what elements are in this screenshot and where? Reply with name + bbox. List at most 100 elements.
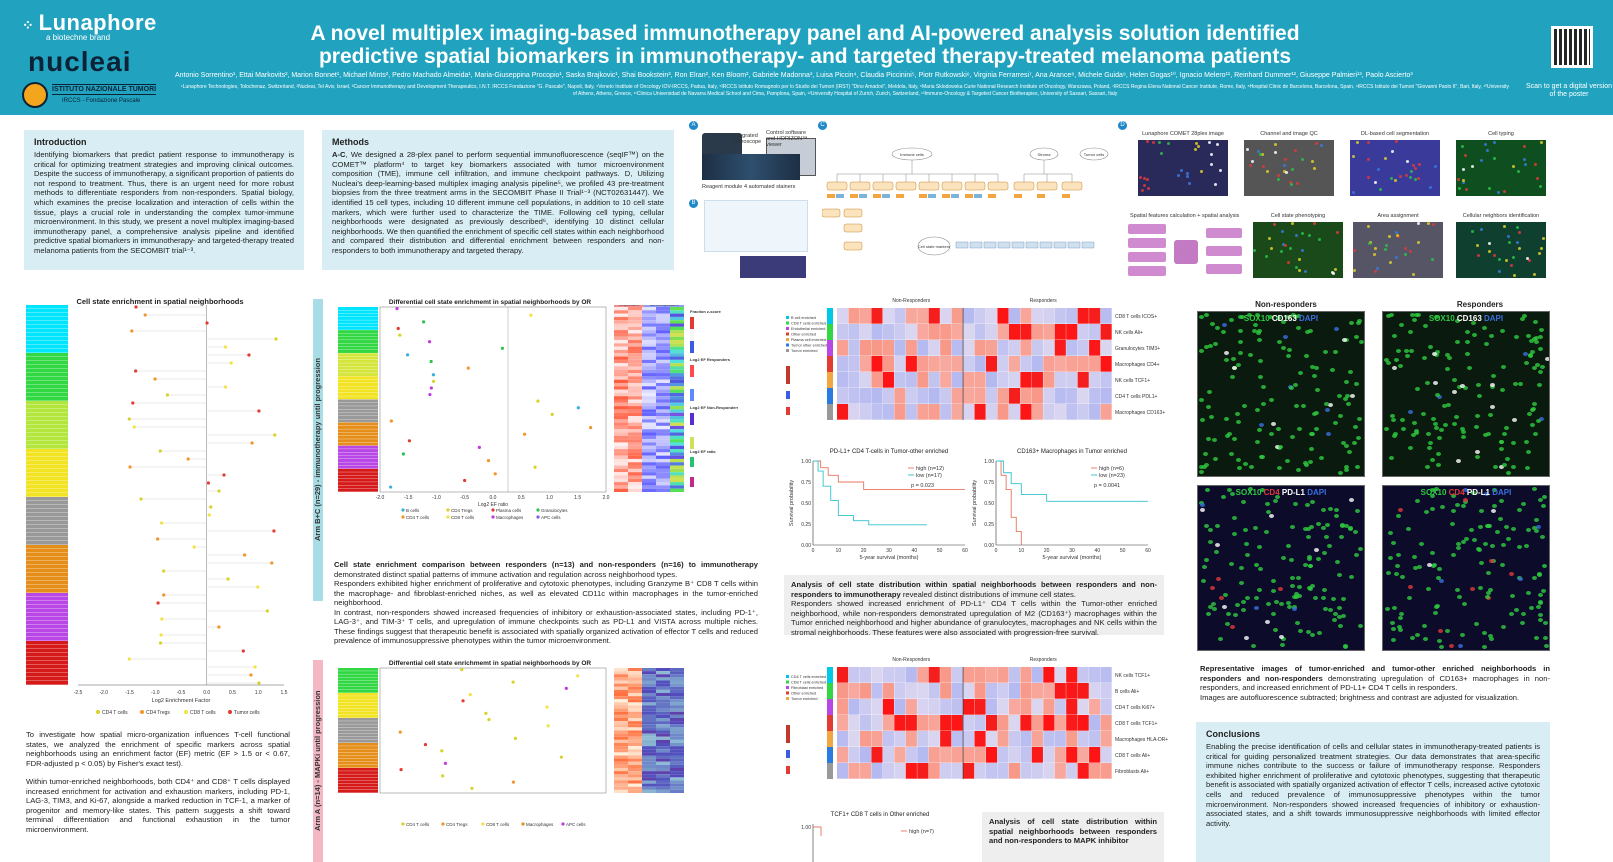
- km-title: TCF1+ CD8 T cells in Other enriched: [831, 812, 930, 818]
- heat-cell: [614, 366, 628, 370]
- nucleus-marker: [1434, 314, 1440, 319]
- data-point: [422, 320, 426, 324]
- heat-cell: [670, 761, 684, 765]
- data-point: [463, 478, 467, 483]
- row-label-swatch: [338, 359, 378, 363]
- heat-cell: [656, 733, 670, 737]
- pipeline-cell: [1497, 258, 1501, 262]
- heat-cell: [940, 731, 952, 747]
- pipeline-cell: [1404, 253, 1408, 257]
- nucleus-marker: [1533, 319, 1539, 324]
- nucleus-marker: [1463, 488, 1469, 493]
- nucleus-marker: [1241, 500, 1247, 505]
- heat-cell: [963, 404, 975, 420]
- heat-cell: [985, 731, 998, 747]
- nucleus-marker: [1204, 488, 1210, 493]
- heat-cell: [642, 696, 656, 700]
- heat-cell: [848, 699, 860, 715]
- data-point: [156, 537, 160, 541]
- row-label-swatch: [26, 417, 68, 421]
- row-label-swatch: [26, 381, 68, 385]
- heat-cell: [882, 763, 894, 779]
- channel-name: DAPI: [1492, 488, 1512, 497]
- nucleus-marker: [1357, 546, 1363, 551]
- legend-label: CD4 T cells: [406, 822, 430, 827]
- nucleus-marker: [1464, 352, 1470, 357]
- heat-cell: [1066, 340, 1078, 356]
- heat-cell: [1066, 763, 1078, 779]
- heat-cell: [1043, 667, 1055, 683]
- heat-cell: [670, 755, 684, 759]
- nucleus-marker: [1308, 431, 1314, 436]
- pipeline-cell: [1351, 190, 1355, 194]
- heat-cell: [656, 786, 670, 790]
- nucleus-marker: [1276, 339, 1282, 344]
- data-point: [249, 673, 253, 677]
- nucleus-marker: [1232, 437, 1238, 442]
- heat-cell: [628, 452, 642, 456]
- pipeline-cell: [1356, 141, 1360, 145]
- pipeline-cell: [1539, 141, 1543, 145]
- nucleus-marker: [1276, 427, 1282, 432]
- pipeline-step-label: DL-based cell segmentation: [1360, 131, 1430, 137]
- row-color-swatch: [827, 340, 833, 356]
- row-label-swatch: [338, 677, 378, 681]
- heat-cell: [871, 763, 883, 779]
- row-label-swatch: [338, 758, 378, 762]
- nucleus-marker: [1237, 466, 1243, 471]
- pipeline-cell: [1333, 268, 1337, 272]
- heat-cell: [670, 445, 684, 450]
- heat-cell: [614, 733, 628, 737]
- data-point: [130, 329, 134, 333]
- x-tick-label: 10: [1019, 548, 1025, 554]
- nucleus-marker: [1390, 541, 1396, 546]
- nucleus-marker: [1487, 633, 1493, 638]
- heat-cell: [894, 308, 906, 324]
- data-point: [209, 505, 213, 509]
- heat-cell: [656, 768, 670, 772]
- heat-cell: [656, 392, 670, 397]
- nucleus-marker: [1255, 408, 1261, 413]
- nucleus-marker: [1288, 558, 1294, 563]
- heat-cell: [1031, 699, 1043, 715]
- heat-cell: [614, 758, 628, 762]
- heat-cell: [670, 425, 684, 430]
- heat-cell: [628, 336, 642, 341]
- heat-cell: [642, 379, 656, 383]
- legend-low: low (n=17): [916, 473, 942, 479]
- nucleus-marker: [1269, 397, 1275, 402]
- row-label-swatch: [338, 671, 378, 674]
- pipeline-cell: [1397, 234, 1401, 238]
- heat-cell: [656, 419, 670, 423]
- row-label-swatch: [26, 329, 68, 333]
- heat-cell: [614, 439, 628, 443]
- nucleus-marker: [1397, 363, 1403, 368]
- heat-cell: [614, 425, 628, 430]
- plot-frame: [379, 667, 607, 794]
- nucleus-marker: [1211, 437, 1217, 442]
- heat-cell: [656, 472, 670, 476]
- pipeline-cell: [1505, 259, 1509, 263]
- heat-cell: [614, 677, 628, 681]
- pipeline-cell: [1509, 264, 1513, 268]
- heat-cell: [1008, 340, 1021, 356]
- row-label-swatch: [26, 397, 68, 401]
- nucleus-marker: [1269, 432, 1275, 437]
- heat-cell: [670, 677, 684, 681]
- heat-cell: [628, 488, 642, 492]
- heat-cell: [1008, 763, 1021, 779]
- qr-note: Scan to get a digital version of the pos…: [1526, 83, 1612, 98]
- nucleus-marker: [1427, 445, 1433, 450]
- legend-label: Fibroblast enriched: [791, 686, 823, 690]
- nucleus-marker: [1314, 547, 1320, 552]
- heat-cell: [670, 340, 684, 344]
- heat-cell: [614, 482, 628, 486]
- legend-label: CD4 T cells: [406, 515, 430, 520]
- nucleus-marker: [1235, 411, 1241, 416]
- row-label-swatch: [338, 442, 378, 446]
- heat-cell: [642, 343, 656, 347]
- qr-code[interactable]: [1551, 26, 1593, 68]
- data-point: [443, 761, 448, 765]
- nucleus-marker: [1199, 465, 1205, 470]
- heat-cell: [1020, 404, 1032, 420]
